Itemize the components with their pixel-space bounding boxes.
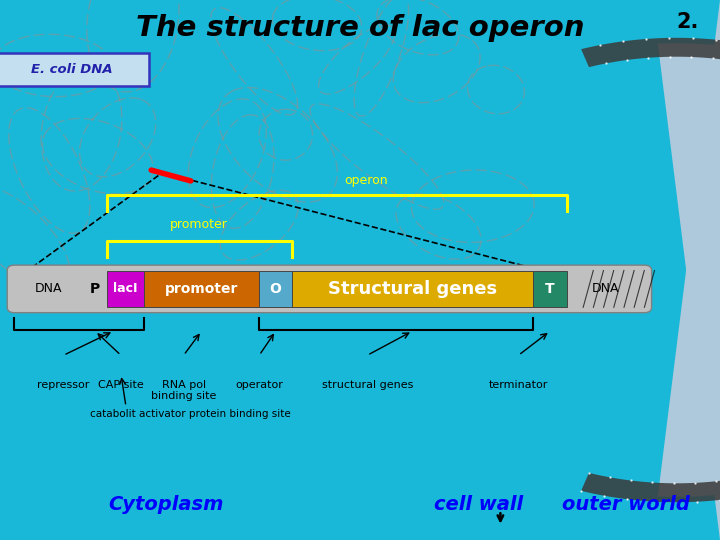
Polygon shape [581,38,720,502]
Text: Structural genes: Structural genes [328,280,497,298]
Bar [144,271,259,307]
FancyBboxPatch shape [7,265,652,313]
Bar [533,271,567,307]
Text: terminator: terminator [489,380,548,390]
Text: The structure of lac operon: The structure of lac operon [136,14,584,42]
Text: outer world: outer world [562,495,690,515]
Polygon shape [658,0,720,540]
Text: O: O [269,282,282,296]
Text: cell wall: cell wall [434,495,523,515]
Text: RNA pol
binding site: RNA pol binding site [151,380,216,401]
Text: structural genes: structural genes [322,380,413,390]
FancyBboxPatch shape [0,53,149,86]
Bar [259,271,292,307]
Text: operon: operon [344,174,387,187]
Text: repressor: repressor [37,380,89,390]
Text: 2.: 2. [676,12,699,32]
Text: P: P [89,282,100,296]
Text: CAP site: CAP site [98,380,144,390]
Text: promoter: promoter [165,282,238,296]
Text: E. coli DNA: E. coli DNA [31,63,113,76]
Text: lacI: lacI [113,282,138,295]
Text: DNA: DNA [592,282,620,295]
Text: T: T [545,282,555,296]
Text: Cytoplasm: Cytoplasm [108,495,223,515]
Text: operator: operator [235,380,283,390]
Text: promoter: promoter [170,218,228,231]
Text: DNA: DNA [35,282,63,295]
Text: catabolit activator protein binding site: catabolit activator protein binding site [90,409,291,420]
Bar [292,271,533,307]
Bar [107,271,144,307]
